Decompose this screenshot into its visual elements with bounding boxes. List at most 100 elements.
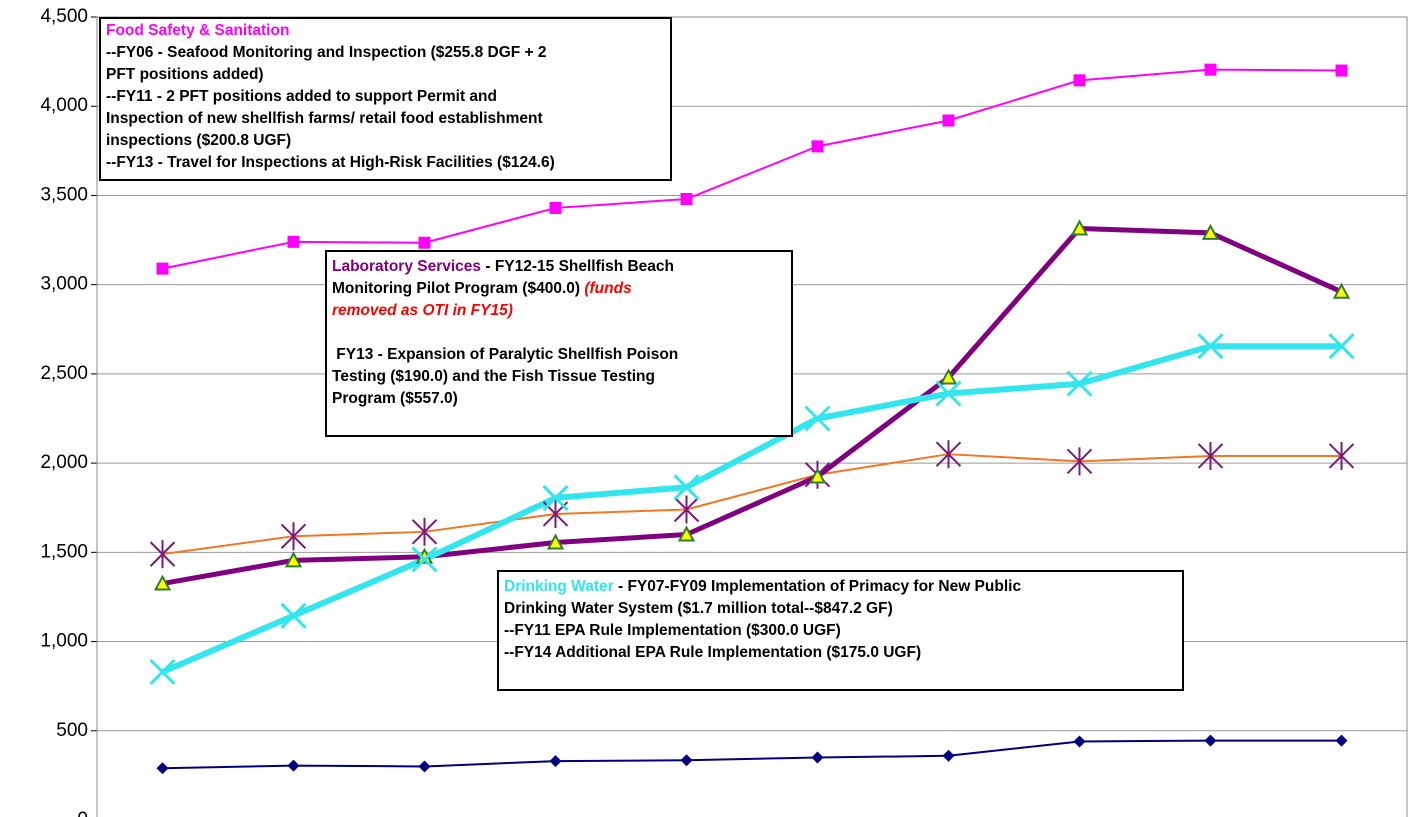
y-tick-label: 1,500 (40, 541, 88, 562)
y-tick-label: 2,500 (40, 363, 88, 384)
marker (804, 405, 831, 432)
marker (1328, 333, 1355, 360)
marker (153, 574, 172, 591)
marker (549, 201, 562, 214)
annotation-line: Testing ($190.0) and the Fish Tissue Tes… (332, 366, 786, 388)
annotation-text: --FY06 - Seafood Monitoring and Inspecti… (106, 44, 547, 61)
marker (673, 474, 700, 501)
annotation: Drinking Water - FY07-FY09 Implementatio… (497, 570, 1184, 691)
marker (1328, 441, 1355, 470)
marker (1073, 735, 1086, 748)
annotation-line: Inspection of new shellfish farms/ retai… (106, 108, 665, 130)
annotation-paragraph: Laboratory Services - FY12-15 Shellfish … (332, 256, 786, 322)
annotation-text: --FY11 EPA Rule Implementation ($300.0 U… (504, 622, 841, 639)
marker (935, 380, 962, 407)
annotation-text: --FY11 - 2 PFT positions added to suppor… (106, 88, 497, 105)
annotation-text: Inspection of new shellfish farms/ retai… (106, 110, 543, 127)
marker (411, 517, 438, 546)
marker (1332, 282, 1351, 299)
marker (284, 551, 303, 568)
annotation-text: --FY13 - Travel for Inspections at High-… (106, 154, 555, 171)
annotation-text: FY13 - Expansion of Paralytic Shellfish … (332, 346, 679, 363)
annotation: Laboratory Services - FY12-15 Shellfish … (325, 250, 793, 437)
marker (149, 658, 176, 685)
annotation-paragraph: FY13 - Expansion of Paralytic Shellfish … (332, 344, 786, 410)
marker (1197, 441, 1224, 470)
marker (549, 755, 562, 768)
plot-frame (96, 16, 1408, 817)
annotation-text: - FY12-15 Shellfish Beach (481, 258, 675, 275)
marker (1204, 734, 1217, 747)
series-line (162, 453, 1342, 556)
marker (939, 368, 958, 385)
marker (287, 235, 300, 248)
annotation-line: Program ($557.0) (332, 388, 786, 410)
series-line (162, 68, 1342, 270)
annotation-text: inspections ($200.8 UGF) (106, 132, 292, 149)
annotation-text: removed as OTI in FY15) (332, 302, 513, 319)
marker (811, 140, 824, 153)
annotation-paragraph: Drinking Water - FY07-FY09 Implementatio… (504, 576, 1177, 664)
y-tick-label: 2,000 (40, 452, 88, 473)
marker (1204, 63, 1217, 76)
y-tick-label: 4,000 (40, 95, 88, 116)
marker (411, 546, 438, 573)
annotation-line: --FY06 - Seafood Monitoring and Inspecti… (106, 42, 665, 64)
marker (149, 540, 176, 569)
marker (418, 236, 431, 249)
marker (1070, 219, 1089, 236)
marker (680, 193, 693, 206)
annotation-text: (funds (584, 280, 632, 297)
annotation-line: Drinking Water System ($1.7 million tota… (504, 598, 1177, 620)
annotation-line: --FY11 EPA Rule Implementation ($300.0 U… (504, 620, 1177, 642)
annotation-line: removed as OTI in FY15) (332, 300, 786, 322)
marker (287, 759, 300, 772)
y-tick-label: 3,500 (40, 184, 88, 205)
marker (942, 749, 955, 762)
marker (808, 467, 827, 484)
y-tick-label: 4,500 (40, 6, 88, 27)
annotation-text: - FY07-FY09 Implementation of Primacy fo… (613, 578, 1022, 595)
annotation-line: PFT positions added) (106, 64, 665, 86)
y-tick-label: 0 (77, 809, 88, 817)
y-tick-label: 3,000 (40, 274, 88, 295)
marker (1066, 370, 1093, 397)
annotation-text: Testing ($190.0) and the Fish Tissue Tes… (332, 368, 655, 385)
annotation-text: Drinking Water (504, 578, 614, 595)
y-tick-label: 1,000 (40, 631, 88, 652)
marker (546, 533, 565, 550)
marker (1335, 64, 1348, 77)
marker (1066, 447, 1093, 476)
annotation-text: Laboratory Services (332, 258, 482, 275)
series-line (161, 343, 1342, 675)
annotation-line: Laboratory Services - FY12-15 Shellfish … (332, 256, 786, 278)
annotation-text: PFT positions added) (106, 66, 264, 83)
marker (935, 440, 962, 469)
annotation-text: Monitoring Pilot Program ($400.0) (332, 280, 585, 297)
annotation-line: FY13 - Expansion of Paralytic Shellfish … (332, 344, 786, 366)
marker (280, 522, 307, 551)
annotation-line: Food Safety & Sanitation (106, 20, 665, 42)
annotation-line: --FY14 Additional EPA Rule Implementatio… (504, 642, 1177, 664)
marker (942, 114, 955, 127)
annotation-line: Drinking Water - FY07-FY09 Implementatio… (504, 576, 1177, 598)
marker (280, 602, 307, 629)
marker (1201, 223, 1220, 240)
marker (1197, 333, 1224, 360)
marker (1073, 74, 1086, 87)
marker (811, 751, 824, 764)
annotation-line: inspections ($200.8 UGF) (106, 130, 665, 152)
marker (680, 754, 693, 767)
annotation-line: --FY11 - 2 PFT positions added to suppor… (106, 86, 665, 108)
marker (673, 495, 700, 524)
annotation-line: Monitoring Pilot Program ($400.0) (funds (332, 278, 786, 300)
marker (156, 262, 169, 275)
series-line (162, 225, 1343, 587)
annotation-text: --FY14 Additional EPA Rule Implementatio… (504, 644, 922, 661)
y-tick-label: 500 (56, 720, 88, 741)
marker (677, 525, 696, 542)
annotation-paragraph: Food Safety & Sanitation --FY06 - Seafood… (106, 20, 665, 174)
annotation-text: Food Safety & Sanitation (106, 22, 290, 39)
